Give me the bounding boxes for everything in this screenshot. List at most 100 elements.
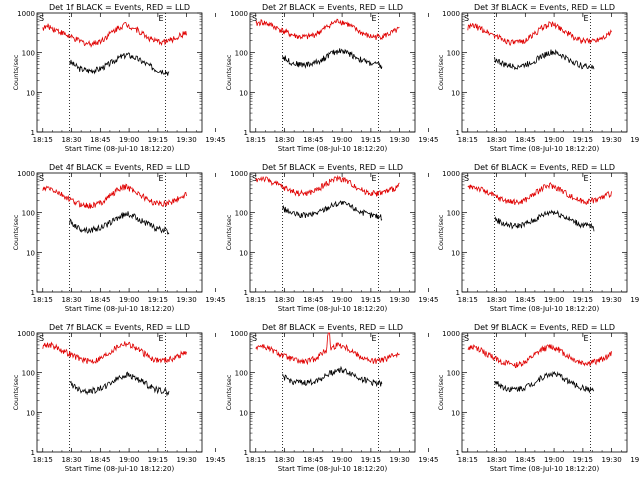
y-tick-label: 1: [244, 129, 248, 137]
y-axis-label: Counts/sec: [12, 54, 20, 90]
x-tick-label: 19:15: [148, 456, 168, 464]
x-tick-label: 19:30: [390, 136, 410, 144]
x-tick-label: 19:30: [390, 456, 410, 464]
marker-label-e: E: [372, 174, 377, 183]
y-tick-label: 1000: [442, 10, 460, 18]
series-lld: [467, 344, 612, 369]
y-tick-label: 1: [31, 449, 35, 457]
panel-title: Det 4f BLACK = Events, RED = LLD: [49, 163, 190, 172]
x-tick-label: 18:15: [458, 136, 478, 144]
x-tick-label: 19:45: [630, 136, 640, 144]
x-tick-label: 18:15: [33, 456, 53, 464]
marker-label-e: E: [584, 14, 589, 23]
series-events: [282, 48, 383, 70]
series-lld: [255, 18, 400, 41]
marker-label-s: S: [252, 334, 257, 343]
x-tick-label: 19:15: [361, 456, 381, 464]
x-axis-label: Start Time (08-Jul-10 18:12:20): [490, 305, 600, 313]
x-tick-label: 18:15: [33, 296, 53, 304]
x-tick-label: 19:30: [602, 296, 622, 304]
panel-det-5: Det 5f BLACK = Events, RED = LLD 1 10 100 10…: [225, 163, 439, 313]
x-tick-label: 19:45: [630, 456, 640, 464]
x-tick-label: 19:15: [361, 296, 381, 304]
y-tick-label: 10: [26, 409, 35, 417]
y-tick-label: 1000: [230, 170, 248, 178]
x-tick-label: 19:00: [119, 296, 139, 304]
x-tick-label: 18:15: [246, 296, 266, 304]
panel-det-4: Det 4f BLACK = Events, RED = LLD 1 10 100 10…: [12, 163, 226, 313]
plot-frame: [249, 12, 416, 133]
y-axis-label: Counts/sec: [437, 54, 445, 90]
x-axis-label: Start Time (08-Jul-10 18:12:20): [65, 465, 175, 473]
y-tick-label: 1000: [230, 330, 248, 338]
x-tick-label: 18:45: [303, 136, 323, 144]
series-events: [69, 371, 170, 397]
y-tick-label: 10: [239, 249, 248, 257]
y-axis-label: Counts/sec: [437, 374, 445, 410]
panel-det-2: Det 2f BLACK = Events, RED = LLD 1 10 100 10…: [225, 3, 439, 153]
y-tick-label: 10: [26, 249, 35, 257]
x-tick-label: 18:45: [515, 456, 535, 464]
x-tick-label: 18:30: [61, 296, 81, 304]
x-tick-label: 18:30: [274, 456, 294, 464]
x-axis-label: Start Time (08-Jul-10 18:12:20): [278, 145, 388, 153]
panel-det-8: Det 8f BLACK = Events, RED = LLD 1 10 100 10…: [225, 323, 439, 473]
x-tick-label: 19:00: [119, 136, 139, 144]
x-tick-label: 19:15: [573, 296, 593, 304]
y-tick-label: 1: [456, 129, 460, 137]
marker-label-s: S: [252, 174, 257, 183]
series-lld: [42, 22, 187, 48]
y-tick-label: 10: [26, 89, 35, 97]
x-axis-label: Start Time (08-Jul-10 18:12:20): [490, 465, 600, 473]
y-tick-label: 100: [235, 210, 248, 218]
marker-label-e: E: [372, 334, 377, 343]
marker-label-e: E: [159, 14, 164, 23]
y-tick-label: 1: [244, 449, 248, 457]
x-tick-label: 19:30: [177, 136, 197, 144]
x-tick-label: 19:15: [573, 136, 593, 144]
y-axis-label: Counts/sec: [225, 374, 233, 410]
series-lld: [467, 182, 612, 206]
y-tick-label: 1: [31, 289, 35, 297]
x-tick-label: 19:00: [119, 456, 139, 464]
series-events: [282, 200, 383, 221]
x-tick-label: 19:00: [544, 456, 564, 464]
x-tick-label: 18:30: [274, 136, 294, 144]
y-tick-label: 1000: [17, 10, 35, 18]
x-tick-label: 19:45: [205, 296, 225, 304]
panel-title: Det 5f BLACK = Events, RED = LLD: [262, 163, 403, 172]
x-tick-label: 19:30: [177, 456, 197, 464]
x-tick-label: 19:45: [205, 136, 225, 144]
panel-title: Det 3f BLACK = Events, RED = LLD: [474, 3, 615, 12]
marker-label-s: S: [464, 14, 469, 23]
x-tick-label: 18:15: [458, 456, 478, 464]
y-tick-label: 1000: [230, 10, 248, 18]
marker-label-s: S: [464, 174, 469, 183]
y-axis-label: Counts/sec: [12, 374, 20, 410]
marker-label-e: E: [584, 174, 589, 183]
x-tick-label: 19:30: [602, 456, 622, 464]
x-tick-label: 18:45: [515, 296, 535, 304]
x-tick-label: 19:15: [573, 456, 593, 464]
x-tick-label: 18:45: [303, 456, 323, 464]
y-tick-label: 10: [451, 409, 460, 417]
panel-title: Det 9f BLACK = Events, RED = LLD: [474, 323, 615, 332]
marker-label-e: E: [372, 14, 377, 23]
series-events: [494, 49, 595, 71]
x-tick-label: 18:30: [486, 296, 506, 304]
x-tick-label: 18:15: [33, 136, 53, 144]
x-tick-label: 19:00: [544, 296, 564, 304]
plot-frame: [36, 332, 203, 453]
y-axis-label: Counts/sec: [12, 214, 20, 250]
y-tick-label: 100: [447, 50, 460, 58]
panel-title: Det 2f BLACK = Events, RED = LLD: [262, 3, 403, 12]
x-tick-label: 18:30: [61, 136, 81, 144]
marker-label-s: S: [464, 334, 469, 343]
x-axis-label: Start Time (08-Jul-10 18:12:20): [490, 145, 600, 153]
marker-label-s: S: [252, 14, 257, 23]
x-tick-label: 19:15: [148, 296, 168, 304]
marker-label-e: E: [584, 334, 589, 343]
x-tick-label: 18:45: [90, 296, 110, 304]
